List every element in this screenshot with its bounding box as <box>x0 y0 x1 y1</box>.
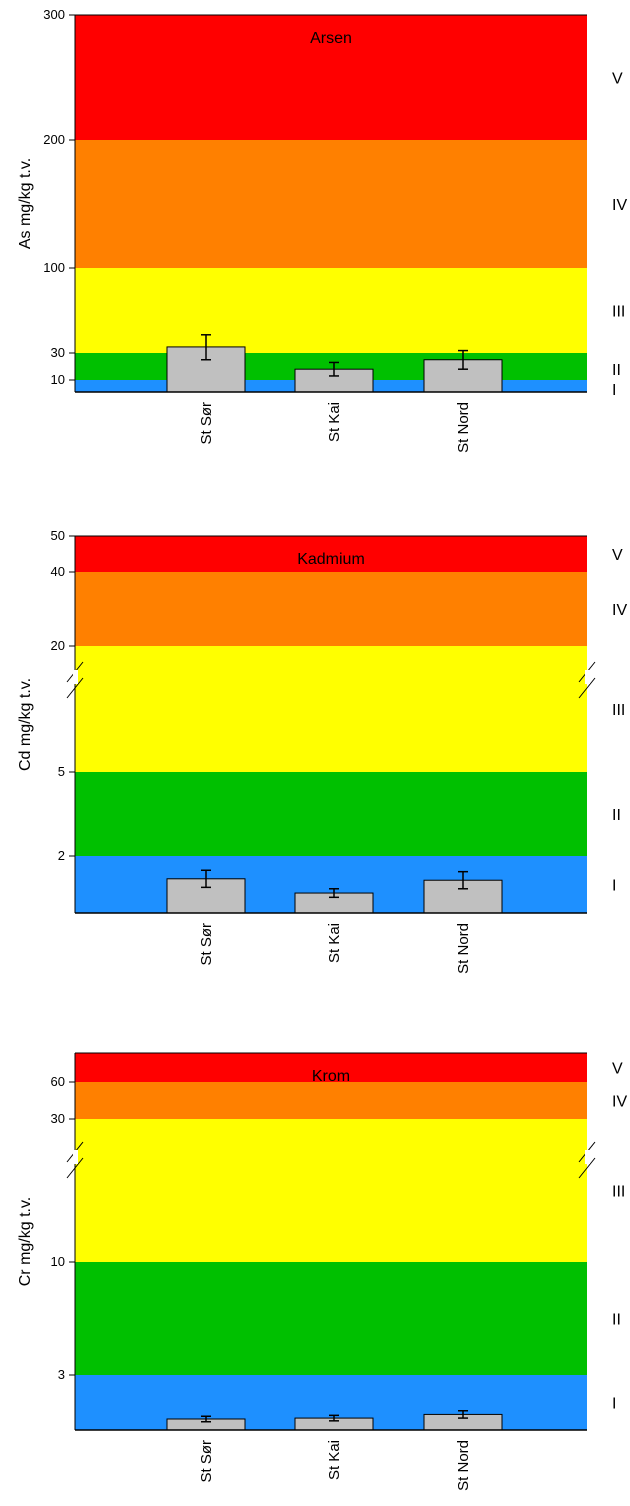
class-band-V <box>75 1053 587 1082</box>
class-label-V: V <box>612 1061 623 1078</box>
class-label-I: I <box>612 1396 616 1413</box>
class-label-IV: IV <box>612 602 627 619</box>
class-label-II: II <box>612 807 621 824</box>
y-tick-label: 30 <box>51 345 65 360</box>
axis-break-gap <box>73 670 78 684</box>
axis-break-gap <box>585 1150 590 1164</box>
class-label-IV: IV <box>612 1094 627 1111</box>
class-band-V <box>75 15 587 140</box>
x-tick-label: St Sør <box>198 923 215 966</box>
class-band-V <box>75 536 587 572</box>
class-label-IV: IV <box>612 197 627 214</box>
class-label-III: III <box>612 702 625 719</box>
class-label-V: V <box>612 71 623 88</box>
class-band-III <box>75 268 587 353</box>
class-label-III: III <box>612 1184 625 1201</box>
class-label-III: III <box>612 304 625 321</box>
axis-break-mark <box>578 677 596 699</box>
y-tick-label: 300 <box>43 7 65 22</box>
y-tick-label: 3 <box>58 1367 65 1382</box>
y-tick-label: 50 <box>51 528 65 543</box>
y-tick-label: 100 <box>43 260 65 275</box>
y-tick-label: 2 <box>58 848 65 863</box>
chart-title: Arsen <box>310 30 352 47</box>
class-band-II <box>75 772 587 856</box>
class-band-II <box>75 1262 587 1375</box>
y-tick-label: 30 <box>51 1111 65 1126</box>
y-tick-label: 10 <box>51 372 65 387</box>
chart-title: Kadmium <box>297 551 365 568</box>
axis-break-mark <box>66 1157 84 1179</box>
x-tick-label: St Kai <box>326 402 343 442</box>
y-tick-label: 200 <box>43 132 65 147</box>
x-tick-label: St Sør <box>198 402 215 445</box>
class-label-II: II <box>612 1312 621 1329</box>
axis-break-mark <box>578 1157 596 1179</box>
class-label-I: I <box>612 382 616 399</box>
y-axis-label: Cr mg/kg t.v. <box>17 1197 34 1287</box>
y-tick-label: 60 <box>51 1074 65 1089</box>
class-label-I: I <box>612 878 616 895</box>
axis-break-gap <box>73 1150 78 1164</box>
axis-break-mark <box>66 677 84 699</box>
y-axis-label: Cd mg/kg t.v. <box>17 678 34 771</box>
class-label-V: V <box>612 547 623 564</box>
class-label-II: II <box>612 362 621 379</box>
x-tick-label: St Nord <box>455 1440 472 1491</box>
class-band-III <box>75 1119 587 1262</box>
x-tick-label: St Kai <box>326 1440 343 1480</box>
y-tick-label: 40 <box>51 564 65 579</box>
chart-title: Krom <box>312 1068 350 1085</box>
class-band-IV <box>75 140 587 268</box>
x-tick-label: St Sør <box>198 1440 215 1483</box>
x-tick-label: St Kai <box>326 923 343 963</box>
y-tick-label: 20 <box>51 638 65 653</box>
class-band-III <box>75 646 587 772</box>
axis-break-gap <box>585 670 590 684</box>
class-band-IV <box>75 1082 587 1119</box>
y-axis-label: As mg/kg t.v. <box>17 158 34 249</box>
x-tick-label: St Nord <box>455 402 472 453</box>
y-tick-label: 5 <box>58 764 65 779</box>
x-tick-label: St Nord <box>455 923 472 974</box>
y-tick-label: 10 <box>51 1254 65 1269</box>
class-band-IV <box>75 572 587 646</box>
